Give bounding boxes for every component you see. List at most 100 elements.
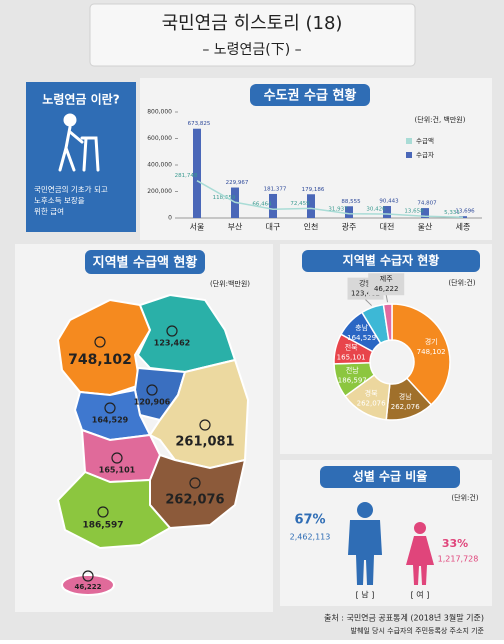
y-tick-label: 600,000 [147,135,172,142]
map-value-label: 262,076 [165,493,224,508]
sidebar-title: 노령연금 이란? [42,92,119,107]
pie-value-label: 262,076 [357,399,386,407]
pie-value-label: 164,529 [347,334,376,342]
line-value-label: 30,426 [366,206,386,212]
pie-slice [382,303,393,342]
footer-source: 출처 : 국민연금 공표통계 (2018년 3월말 기준) [324,613,484,623]
region [56,470,172,550]
label-box [368,273,405,296]
female-icon [406,522,434,585]
female-percent: 33% [442,537,468,550]
y-tick-label: 800,000 [147,109,172,116]
bar-value-label: 13,696 [455,209,475,215]
check-icon [189,477,201,489]
x-tick-label: 세종 [456,223,471,232]
male-percent: 67% [294,513,325,528]
map-value-label: 46,222 [74,583,101,591]
pie-label: 경남 [399,392,412,401]
bar [193,128,201,218]
map-value-label: 261,081 [175,435,234,450]
map-value-label: 123,462 [154,339,190,348]
bar [307,194,315,218]
unit-label: (단위:건, 백만원) [415,115,466,124]
line-value-label: 118,659 [213,195,236,201]
bar [421,208,429,218]
y-tick-label: 400,000 [147,162,172,169]
female-count: 1,217,728 [438,555,479,564]
bar-value-label: 74,807 [417,201,437,207]
pie-label: 경기 [425,337,438,346]
gender-title: 성별 수급 비율 [353,469,428,484]
line-value-label: 72,459 [290,201,310,207]
pie-label: 충남 [355,323,368,332]
map-value-label: 164,529 [92,416,129,425]
unit-label: (단위:건) [448,278,475,287]
male-icon [348,502,382,585]
line [196,180,464,219]
female-label: [ 여 ] [411,590,430,600]
title-banner [85,250,205,274]
line-value-label: 31,937 [328,206,348,212]
check-icon [104,402,116,414]
sidebar-line: 위한 급여 [34,206,64,216]
bar-value-label: 673,825 [188,121,211,127]
x-tick-label: 부산 [228,222,243,232]
x-tick-label: 대구 [266,223,281,232]
check-icon [94,336,106,348]
y-tick-label: 0 [168,215,172,222]
header-subtitle: – 노령연금(下) – [202,42,301,58]
check-icon [166,325,178,337]
pie-value-label: 123,462 [351,290,380,298]
map [56,293,250,596]
title-banner [302,250,480,272]
unit-label: (단위:백만원) [210,279,250,288]
map-value-label: 165,101 [99,466,136,475]
male-count: 2,462,113 [290,533,331,542]
pie-label: 전남 [346,366,359,375]
leader-line [385,295,389,303]
bar [269,193,277,218]
walker-icon [58,113,100,172]
sidebar-line: 국민연금의 기초가 되고 [34,184,108,194]
header-title: 국민연금 히스토리 (18) [162,13,343,34]
legend-entry: 수급자 [416,150,434,159]
y-tick-label: 200,000 [147,188,172,195]
pie-slice [391,303,451,406]
bar-value-label: 229,967 [226,180,249,186]
map-value-label: 186,597 [83,521,124,531]
header-box [89,3,416,67]
line-value-label: 281,748 [175,173,198,179]
bar [383,206,391,218]
male-label: [ 남 ] [356,591,375,600]
line-value-label: 13,658 [404,209,424,215]
bar [345,206,353,218]
pie-value-label: 748,102 [417,348,446,356]
map-title: 지역별 수급액 현황 [93,255,198,271]
leader-line [365,299,372,306]
map-value-label: 748,102 [68,352,132,368]
title-banner [320,466,460,488]
title-banner [250,84,370,106]
region [61,574,115,596]
pie-value-label: 165,101 [337,353,366,361]
legend-swatch [406,138,412,144]
chart-title: 지역별 수급자 현황 [343,253,440,268]
footer-note: 발췌일 당시 수급자의 주민등록상 주소지 기준 [351,626,485,635]
chart-title: 수도권 수급 현황 [264,88,357,104]
sidebar-line: 노후소득 보장을 [34,195,85,205]
pie-label: 강원 [359,279,372,288]
pie-label: 제주 [380,275,393,283]
map-value-label: 120,906 [134,398,171,407]
x-tick-label: 대전 [380,222,395,232]
check-icon [146,384,158,396]
legend-entry: 수급액 [416,137,434,145]
x-tick-label: 광주 [342,222,357,232]
bar-value-label: 179,186 [302,187,325,193]
pie-label: 전북 [345,342,358,351]
pie-value-label: 262,076 [391,403,420,411]
legend-swatch [406,152,412,158]
check-icon [82,570,94,582]
check-icon [111,452,123,464]
x-tick-label: 서울 [190,223,205,232]
